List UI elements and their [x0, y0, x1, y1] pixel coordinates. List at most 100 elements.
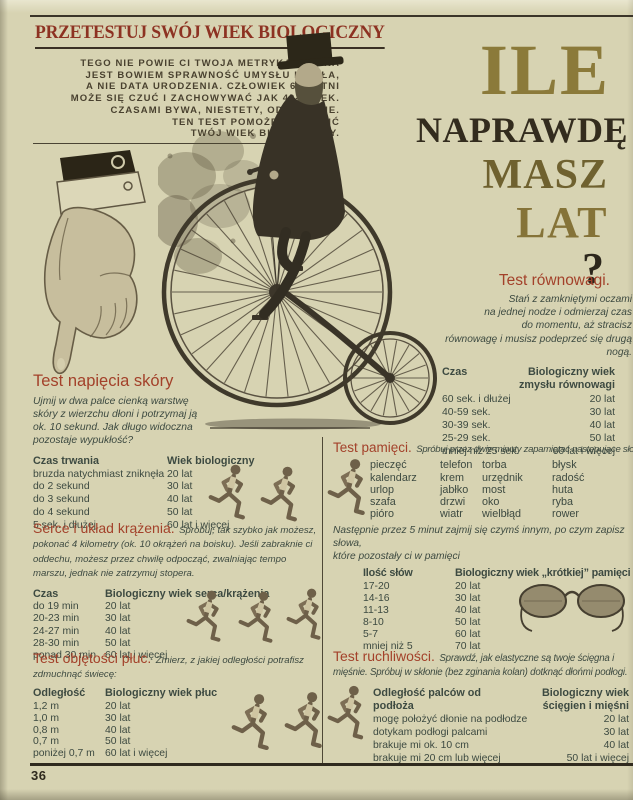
memory-word: wielbłąd	[482, 508, 522, 521]
row-value: 20 lat	[589, 394, 615, 406]
balance-test-description: Stań z zamkniętymi oczami na jednej nodz…	[445, 294, 632, 358]
memory-word: radość	[552, 471, 585, 484]
foliage-scribble	[158, 131, 263, 274]
main-title: ILE NAPRAWDĘ MASZ LAT ?	[416, 26, 628, 291]
main-title-ile: ILE	[479, 30, 610, 110]
skin-test-description: Ujmij w dwa palce cienką warstwę skóry z…	[33, 396, 198, 446]
skin-test-title: Test napięcia skóry	[33, 372, 174, 390]
memory-word-grid: pieczęć telefon torba błysk kalendarz krem ur…	[370, 459, 633, 520]
frame	[248, 164, 393, 381]
memory-test-lead: Test pamięci. Spróbuj przez dwie minuty …	[333, 441, 633, 456]
row-value: 50 lat	[455, 616, 481, 628]
row-value: 50 lat	[167, 506, 193, 518]
pointing-hand-illustration	[43, 150, 146, 375]
column-header: Biologiczny wiek ścięgien i mięśni	[542, 686, 629, 712]
row-label: 40-59 sek.	[442, 406, 491, 418]
row-label: 0,7 m	[33, 736, 59, 748]
memory-word: ryba	[552, 496, 574, 509]
row-label: 20-23 min	[33, 613, 80, 625]
memory-word: krem	[440, 471, 464, 484]
row-label: do 2 sekund	[33, 481, 90, 493]
row-value: 40 lat	[105, 724, 131, 736]
row-label: 24-27 min	[33, 625, 80, 637]
mobility-test-lead: Test ruchliwości. Sprawdź, jak elastyczn…	[333, 649, 631, 680]
row-label: 60 sek. i dłużej	[442, 394, 511, 406]
memory-word: most	[482, 483, 506, 496]
main-title-lat: LAT	[516, 198, 608, 247]
row-value: 40 lat	[455, 604, 481, 616]
row-value: 60 lat	[455, 628, 481, 640]
row-value: 40 lat	[589, 419, 615, 431]
row-value: 30 lat	[167, 481, 193, 493]
memory-word: huta	[552, 483, 574, 496]
table-header-row: Czas Biologiczny wiek zmysłu równowagi	[442, 366, 615, 392]
table-row: mogę położyć dłonie na podłodze 20 lat	[373, 714, 629, 727]
page-number: 36	[31, 768, 47, 783]
column-header: Czas	[442, 366, 468, 379]
column-header: Czas	[33, 587, 59, 600]
row-value: 40 lat	[167, 494, 193, 506]
memory-word: kalendarz	[370, 471, 417, 484]
memory-word: wiatr	[440, 508, 463, 521]
row-value: 20 lat	[455, 581, 481, 593]
row-value: 30 lat	[603, 727, 629, 739]
column-header: Biologiczny wiek „krótkiej” pamięci	[455, 567, 631, 580]
row-label: do 4 sekund	[33, 506, 90, 518]
lungs-table: Odległość Biologiczny wiek płuc 1,2 m 20 …	[33, 686, 322, 760]
column-header: Biologiczny wiek zmysłu równowagi	[519, 366, 615, 392]
memory-word: telefon	[440, 459, 473, 472]
memory-word: urzędnik	[482, 471, 523, 484]
row-label: do 3 sekund	[33, 494, 90, 506]
memory-word: pióro	[370, 508, 395, 521]
column-divider-rule	[322, 437, 323, 763]
memory-word: szafa	[370, 496, 396, 509]
row-label: dotykam podłogi palcami	[373, 727, 488, 739]
heart-test-lead: Serce i układ krążenia. Spróbuj, tak szy…	[33, 520, 322, 581]
row-label: bruzda natychmiast zniknęła	[33, 468, 165, 480]
row-label: brakuje mi ok. 10 cm	[373, 740, 469, 751]
table-row: 60 sek. i dłużej 20 lat	[442, 394, 615, 407]
mobility-table: Odległość palców od podłoża Biologiczny …	[373, 687, 631, 766]
column-header: Biologiczny wiek serca/krążenia	[105, 587, 270, 600]
row-label: 5-7	[363, 628, 379, 640]
row-label: mogę położyć dłonie na podłodze	[373, 714, 528, 726]
lungs-test-title: Test objętości płuc.	[33, 650, 152, 666]
row-value: 30 lat	[105, 613, 131, 625]
memory-test-description: Spróbuj przez dwie minuty zapamiętać nas…	[416, 444, 633, 455]
column-header: Odległość palców od podłoża	[373, 686, 481, 712]
memory-score-table: Ilość słów Biologiczny wiek „krótkiej” p…	[363, 567, 631, 652]
table-header-row: Odległość palców od podłoża Biologiczny …	[373, 687, 629, 713]
balance-test-section: Test równowagi. Stań z zamkniętymi oczam…	[432, 272, 632, 459]
row-label: 0,8 m	[33, 724, 59, 736]
main-title-masz: MASZ	[482, 152, 608, 198]
memory-word: jabłko	[440, 483, 469, 496]
column-header: Odległość	[33, 686, 86, 699]
row-label: 14-16	[363, 593, 390, 605]
heart-test-title: Serce i układ krążenia.	[33, 520, 175, 536]
top-rule	[30, 15, 633, 17]
memory-test-followup: Następnie przez 5 minut zajmij się czymś…	[333, 525, 625, 562]
row-value: 30 lat	[105, 712, 131, 724]
row-value: 40 lat	[105, 625, 131, 637]
intro-underline-rule	[33, 143, 301, 144]
row-value: 60 lat i więcej	[105, 748, 168, 760]
heart-test-section: Serce i układ krążenia. Spróbuj, tak szy…	[33, 520, 322, 662]
row-label: 8-10	[363, 616, 384, 628]
row-value: 20 lat	[105, 700, 131, 712]
mobility-test-section: Test ruchliwości. Sprawdź, jak elastyczn…	[333, 649, 631, 766]
row-label: 17-20	[363, 581, 390, 593]
row-value: 30 lat	[455, 593, 481, 605]
memory-word: drzwi	[440, 496, 466, 509]
column-header: Ilość słów	[363, 567, 413, 580]
memory-test-section: Test pamięci. Spróbuj przez dwie minuty …	[333, 441, 633, 653]
lungs-test-lead: Test objętości płuc. Zmierz, z jakiej od…	[33, 650, 322, 682]
row-value: 20 lat	[603, 714, 629, 726]
column-header: Wiek biologiczny	[167, 455, 255, 467]
row-label: poniżej 0,7 m	[33, 748, 95, 760]
memory-word: urlop	[370, 483, 395, 496]
memory-word: pieczęć	[370, 459, 407, 472]
row-value: 30 lat	[589, 406, 615, 418]
skin-test-section: Test napięcia skóry Ujmij w dwa palce ci…	[33, 372, 318, 532]
small-wheel	[343, 331, 437, 425]
